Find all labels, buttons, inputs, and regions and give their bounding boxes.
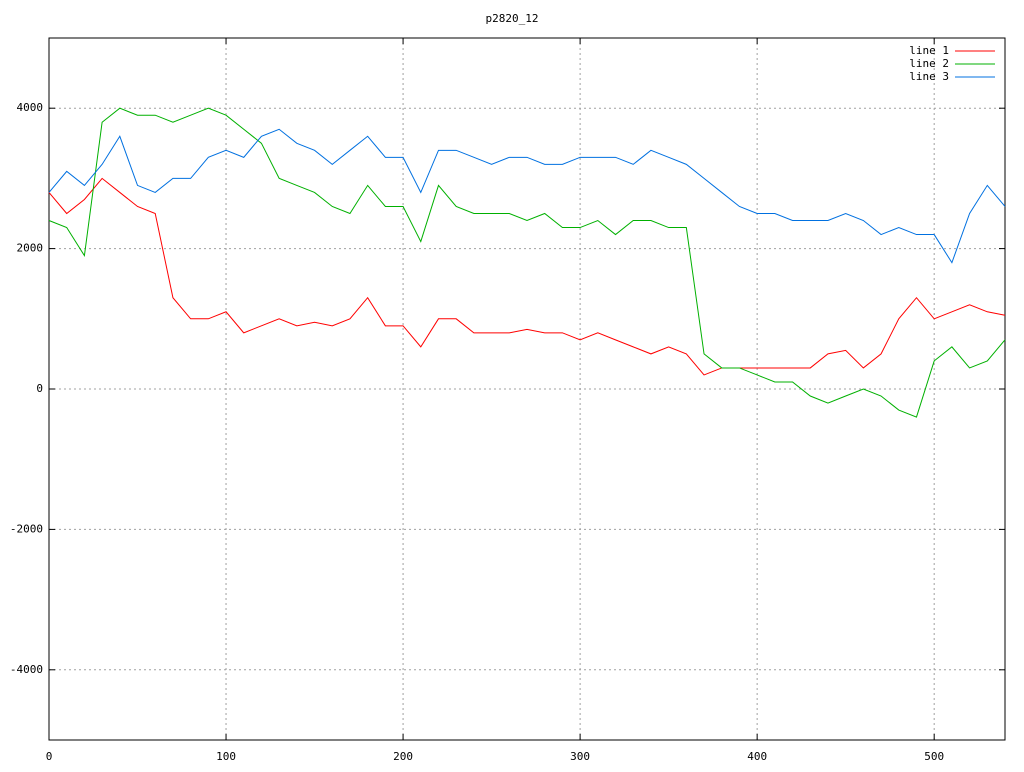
data-line <box>48 128 1006 264</box>
legend-label: line 3 <box>909 70 949 83</box>
x-tick-label: 300 <box>570 750 590 763</box>
x-tick-label: 0 <box>46 750 53 763</box>
y-tick-label: 4000 <box>17 101 44 114</box>
y-tick-label: -4000 <box>10 663 43 676</box>
data-line <box>48 107 1006 418</box>
legend-label: line 1 <box>909 44 949 57</box>
legend-label: line 2 <box>909 57 949 70</box>
data-line <box>48 177 1006 376</box>
x-tick-label: 200 <box>393 750 413 763</box>
y-tick-label: 0 <box>36 382 43 395</box>
x-tick-label: 100 <box>216 750 236 763</box>
y-tick-label: 2000 <box>17 242 44 255</box>
x-tick-label: 500 <box>924 750 944 763</box>
y-tick-label: -2000 <box>10 522 43 535</box>
chart-title: p2820_12 <box>486 12 539 25</box>
x-tick-label: 400 <box>747 750 767 763</box>
plot-frame <box>48 37 1006 741</box>
